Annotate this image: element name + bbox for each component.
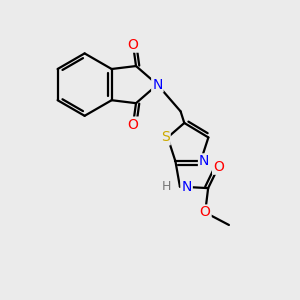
Text: N: N [182, 180, 192, 194]
Text: O: O [213, 160, 224, 174]
Text: N: N [152, 78, 163, 92]
Text: H: H [162, 180, 172, 193]
Text: O: O [200, 206, 211, 220]
Text: O: O [128, 118, 139, 132]
Text: O: O [128, 38, 139, 52]
Text: N: N [199, 154, 209, 168]
Text: S: S [161, 130, 170, 144]
